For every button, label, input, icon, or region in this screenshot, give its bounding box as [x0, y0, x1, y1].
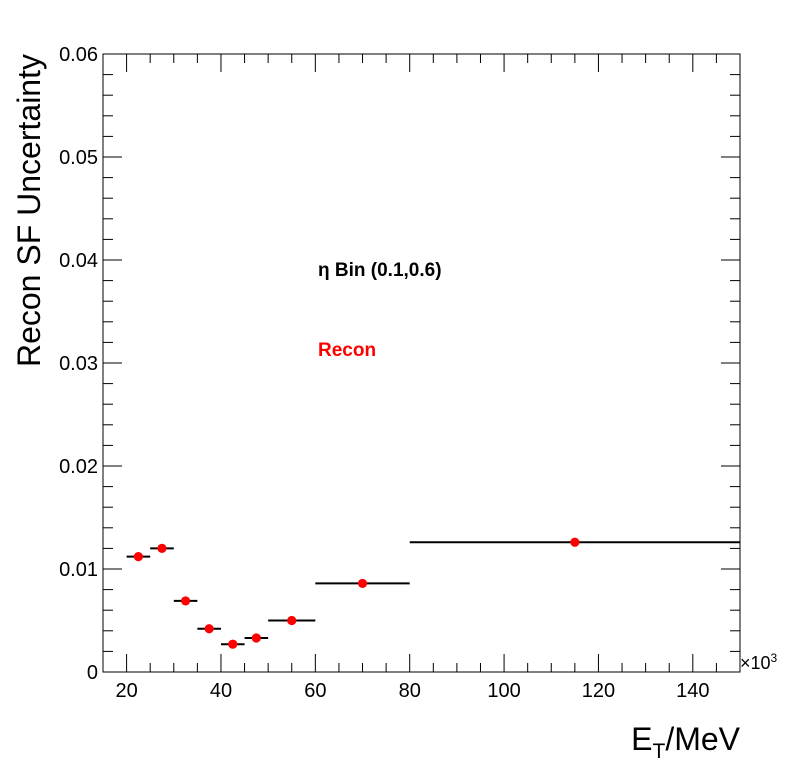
y-tick-label: 0.06: [59, 44, 98, 66]
data-point: [570, 537, 580, 547]
x-tick-label: 120: [582, 680, 615, 702]
y-axis-label: Recon SF Uncertainty: [11, 54, 47, 367]
axis-ticks: [102, 53, 741, 673]
data-marks: [126, 537, 740, 649]
plot-frame: [102, 53, 741, 673]
x-tick-label: 60: [304, 680, 326, 702]
data-point: [228, 639, 238, 649]
x-tick-label: 100: [487, 680, 520, 702]
data-point: [204, 624, 214, 634]
annotation-recon: Recon: [318, 340, 376, 361]
annotation-eta-bin: η Bin (0.1,0.6): [318, 260, 442, 281]
data-point: [133, 552, 143, 562]
data-point: [180, 596, 191, 606]
y-tick-label: 0.02: [59, 456, 98, 478]
x-axis-label: ET/MeV: [631, 721, 741, 763]
x-tick-label: 80: [399, 680, 421, 702]
y-tick-label: 0.03: [59, 353, 98, 375]
y-tick-labels: 0 0.01 0.02 0.03 0.04 0.05 0.06: [59, 44, 98, 684]
data-point: [157, 543, 167, 554]
y-tick-label: 0.05: [59, 147, 98, 169]
data-point: [287, 615, 297, 626]
y-tick-label: 0.01: [59, 559, 98, 581]
y-tick-label: 0.04: [59, 250, 98, 272]
x-tick-label: 40: [210, 680, 232, 702]
x-multiplier-label: ×103: [740, 651, 778, 673]
y-tick-label: 0: [87, 662, 98, 684]
data-point: [251, 633, 261, 643]
data-point: [357, 578, 368, 589]
x-tick-labels: 20 40 60 80 100 120 140: [115, 680, 709, 702]
x-tick-label: 20: [115, 680, 137, 702]
x-tick-label: 140: [676, 680, 709, 702]
